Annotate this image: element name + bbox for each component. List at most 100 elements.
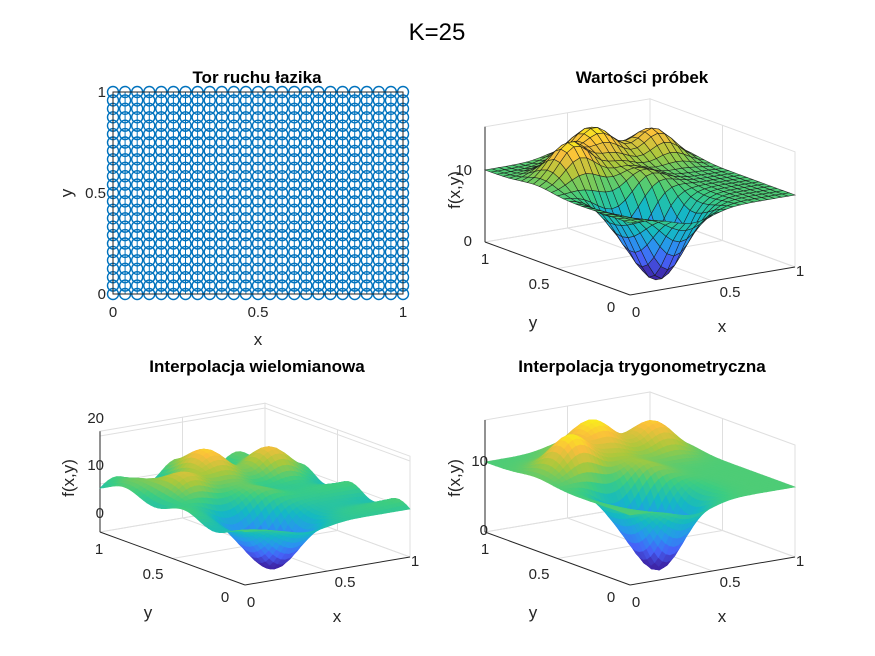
path-marker bbox=[276, 262, 289, 275]
path-marker bbox=[130, 102, 144, 116]
path-marker bbox=[130, 220, 144, 233]
path-marker bbox=[300, 153, 313, 166]
path-marker bbox=[179, 254, 192, 267]
surface-patch bbox=[241, 530, 250, 533]
path-marker bbox=[179, 153, 192, 166]
path-marker bbox=[155, 271, 168, 284]
path-marker bbox=[384, 102, 398, 116]
y-axis-line bbox=[484, 241, 631, 296]
path-marker bbox=[276, 195, 289, 208]
path-marker bbox=[118, 195, 132, 208]
path-marker bbox=[251, 254, 265, 267]
path-marker bbox=[118, 111, 132, 124]
path-marker bbox=[372, 220, 385, 233]
path-marker bbox=[348, 153, 361, 166]
path-marker bbox=[143, 127, 156, 141]
path-marker bbox=[167, 271, 180, 284]
path-marker bbox=[288, 94, 301, 107]
path-marker bbox=[167, 262, 180, 275]
path-marker bbox=[360, 119, 373, 132]
path-marker bbox=[372, 212, 385, 225]
path-marker bbox=[324, 119, 337, 132]
path-marker bbox=[324, 254, 337, 267]
subplot-rover-path: Tor ruchu łazika 0 0.5 1 0 0.5 1 x y bbox=[57, 68, 410, 349]
path-marker bbox=[167, 144, 180, 158]
path-marker bbox=[239, 245, 253, 259]
path-marker bbox=[384, 127, 398, 141]
path-marker bbox=[336, 271, 349, 284]
path-marker bbox=[130, 279, 144, 292]
grid-line bbox=[99, 407, 411, 462]
path-marker bbox=[179, 212, 192, 225]
path-marker bbox=[179, 102, 192, 116]
path-marker bbox=[312, 127, 325, 141]
path-marker bbox=[372, 237, 385, 250]
path-marker bbox=[300, 169, 313, 183]
path-marker bbox=[251, 119, 265, 132]
path-marker bbox=[384, 144, 398, 158]
path-marker bbox=[251, 271, 265, 284]
x-axis-line bbox=[629, 556, 796, 586]
path-marker bbox=[336, 228, 349, 242]
path-marker bbox=[143, 254, 156, 267]
path-marker bbox=[203, 245, 216, 259]
path-marker bbox=[155, 102, 168, 116]
y-axis-label: y bbox=[529, 313, 538, 332]
path-marker bbox=[130, 144, 144, 158]
path-marker bbox=[215, 144, 229, 158]
path-marker bbox=[227, 144, 241, 158]
path-marker bbox=[227, 245, 241, 259]
path-marker bbox=[118, 271, 132, 284]
path-marker bbox=[227, 220, 241, 233]
path-marker bbox=[227, 111, 241, 124]
path-marker bbox=[167, 186, 180, 200]
path-marker bbox=[384, 136, 398, 149]
path-marker bbox=[360, 169, 373, 183]
path-marker bbox=[263, 127, 277, 141]
path-marker bbox=[179, 262, 192, 275]
path-marker bbox=[203, 127, 216, 141]
path-marker bbox=[227, 212, 241, 225]
path-marker bbox=[239, 111, 253, 124]
path-marker bbox=[384, 94, 398, 107]
path-marker bbox=[276, 144, 289, 158]
path-marker bbox=[372, 279, 385, 292]
path-marker bbox=[276, 161, 289, 175]
path-marker bbox=[276, 237, 289, 250]
path-marker bbox=[360, 153, 373, 166]
path-marker bbox=[239, 220, 253, 233]
path-marker bbox=[360, 203, 373, 217]
surface-patch bbox=[626, 512, 635, 516]
path-marker bbox=[191, 220, 204, 233]
path-marker bbox=[227, 102, 241, 116]
path-marker bbox=[372, 228, 385, 242]
path-marker bbox=[215, 161, 229, 175]
x-tick-05: 0.5 bbox=[335, 574, 356, 591]
path-marker bbox=[179, 111, 192, 124]
path-marker bbox=[155, 178, 168, 191]
path-marker bbox=[227, 94, 241, 107]
path-marker bbox=[276, 271, 289, 284]
path-marker bbox=[143, 111, 156, 124]
path-marker bbox=[312, 169, 325, 183]
path-marker bbox=[384, 262, 398, 275]
path-marker bbox=[360, 195, 373, 208]
path-marker bbox=[300, 203, 313, 217]
path-marker bbox=[300, 144, 313, 158]
path-marker bbox=[203, 119, 216, 132]
path-marker bbox=[336, 279, 349, 292]
path-marker bbox=[155, 186, 168, 200]
path-marker bbox=[324, 203, 337, 217]
path-marker bbox=[191, 153, 204, 166]
path-marker bbox=[179, 237, 192, 250]
path-marker bbox=[239, 237, 253, 250]
path-marker bbox=[215, 119, 229, 132]
y-tick-1: 1 bbox=[95, 541, 103, 558]
path-marker bbox=[215, 237, 229, 250]
path-marker bbox=[130, 245, 144, 259]
path-marker bbox=[384, 203, 398, 217]
x-tick-0: 0 bbox=[247, 594, 255, 611]
path-marker bbox=[167, 136, 180, 149]
path-marker bbox=[155, 237, 168, 250]
path-marker bbox=[384, 178, 398, 191]
